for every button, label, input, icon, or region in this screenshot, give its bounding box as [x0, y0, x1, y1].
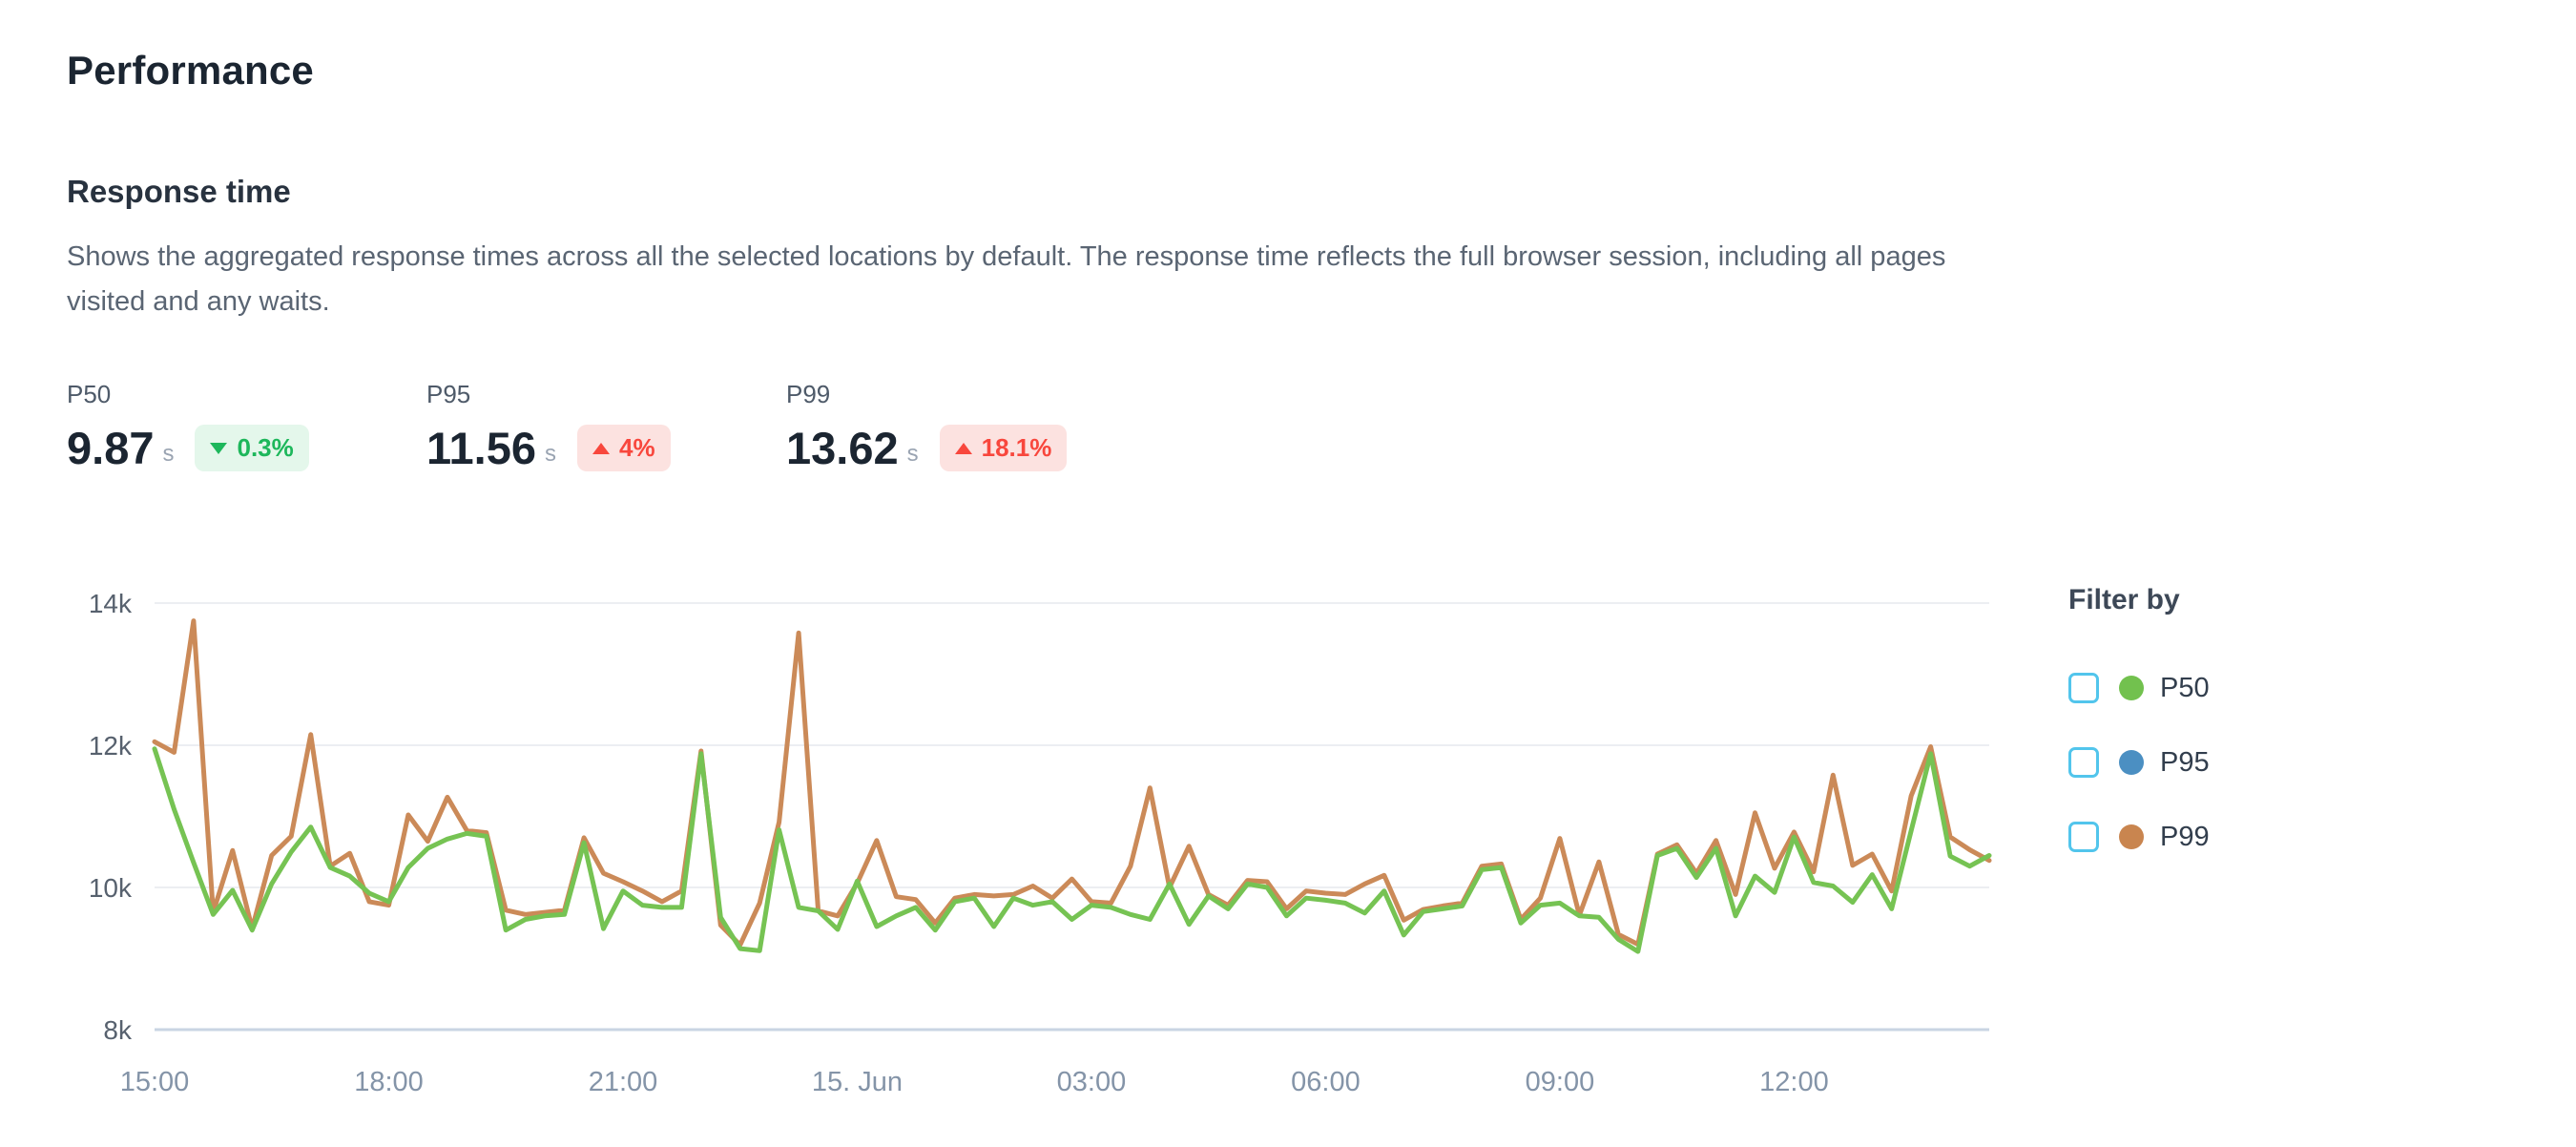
stat-value: 9.87: [67, 423, 155, 473]
trend-up-icon: [592, 442, 611, 454]
x-axis-tick-label: 18:00: [354, 1067, 424, 1097]
x-axis-tick-label: 21:00: [589, 1067, 658, 1097]
p99-checkbox[interactable]: [2068, 822, 2099, 852]
trend-delta: 0.3%: [237, 433, 294, 462]
performance-section: Performance Response time Shows the aggr…: [67, 48, 2013, 471]
legend-label[interactable]: P50: [2160, 672, 2210, 703]
trend-up-icon: [954, 442, 972, 454]
trend-down-icon: [210, 442, 228, 454]
legend-title: Filter by: [2068, 584, 2180, 615]
stat-label: P50: [67, 380, 112, 408]
legend-label[interactable]: P99: [2160, 821, 2210, 852]
trend-delta: 18.1%: [981, 433, 1052, 462]
x-axis-tick-label: 06:00: [1291, 1067, 1361, 1097]
x-axis-tick-label: 15. Jun: [812, 1067, 903, 1097]
trend-delta: 4%: [619, 433, 655, 462]
trend-badge: 4%: [577, 425, 671, 471]
p50-series-dot: [2119, 676, 2144, 700]
x-axis-tick-label: 12:00: [1759, 1067, 1829, 1097]
stats-row: P50 9.87 s 0.3% P95 11.56 s 4%: [67, 380, 2013, 471]
page-title: Performance: [67, 48, 314, 93]
stat-unit: s: [162, 441, 175, 467]
section-title: Response time: [67, 174, 291, 209]
stat-unit: s: [906, 441, 919, 467]
y-axis-tick-label: 14k: [89, 589, 133, 618]
p95-series-dot: [2119, 750, 2144, 775]
p95-checkbox[interactable]: [2068, 747, 2099, 778]
stat-p95: P95 11.56 s 4%: [426, 380, 786, 471]
filter-by-legend: Filter by P50 P95 P99: [2068, 584, 2210, 895]
legend-item-p95[interactable]: P95: [2068, 746, 2210, 779]
stat-p99: P99 13.62 s 18.1%: [786, 380, 1146, 471]
trend-badge: 18.1%: [939, 425, 1068, 471]
x-axis-tick-label: 03:00: [1057, 1067, 1127, 1097]
stat-value: 13.62: [786, 423, 899, 473]
y-axis-tick-label: 8k: [103, 1015, 133, 1045]
y-axis-tick-label: 12k: [89, 731, 133, 761]
series-line-p99: [152, 618, 1992, 948]
stat-label: P95: [426, 380, 471, 408]
legend-item-p50[interactable]: P50: [2068, 672, 2210, 704]
series-line-p50: [152, 746, 1992, 954]
stat-label: P99: [786, 380, 831, 408]
trend-badge: 0.3%: [195, 425, 309, 471]
legend-label[interactable]: P95: [2160, 746, 2210, 778]
x-axis-tick-label: 15:00: [120, 1067, 190, 1097]
stat-unit: s: [545, 441, 557, 467]
p99-series-dot: [2119, 824, 2144, 849]
p50-checkbox[interactable]: [2068, 673, 2099, 703]
stat-p50: P50 9.87 s 0.3%: [67, 380, 426, 471]
x-axis-tick-label: 09:00: [1526, 1067, 1595, 1097]
y-axis-tick-label: 10k: [89, 873, 133, 903]
stat-value: 11.56: [426, 423, 537, 473]
section-description: Shows the aggregated response times acro…: [67, 241, 1946, 317]
response-time-chart[interactable]: 14k 12k 10k 8k 15:00 18:00 21:00 15. Jun 03:00 06…: [0, 571, 2576, 1147]
legend-item-p99[interactable]: P99: [2068, 821, 2210, 853]
